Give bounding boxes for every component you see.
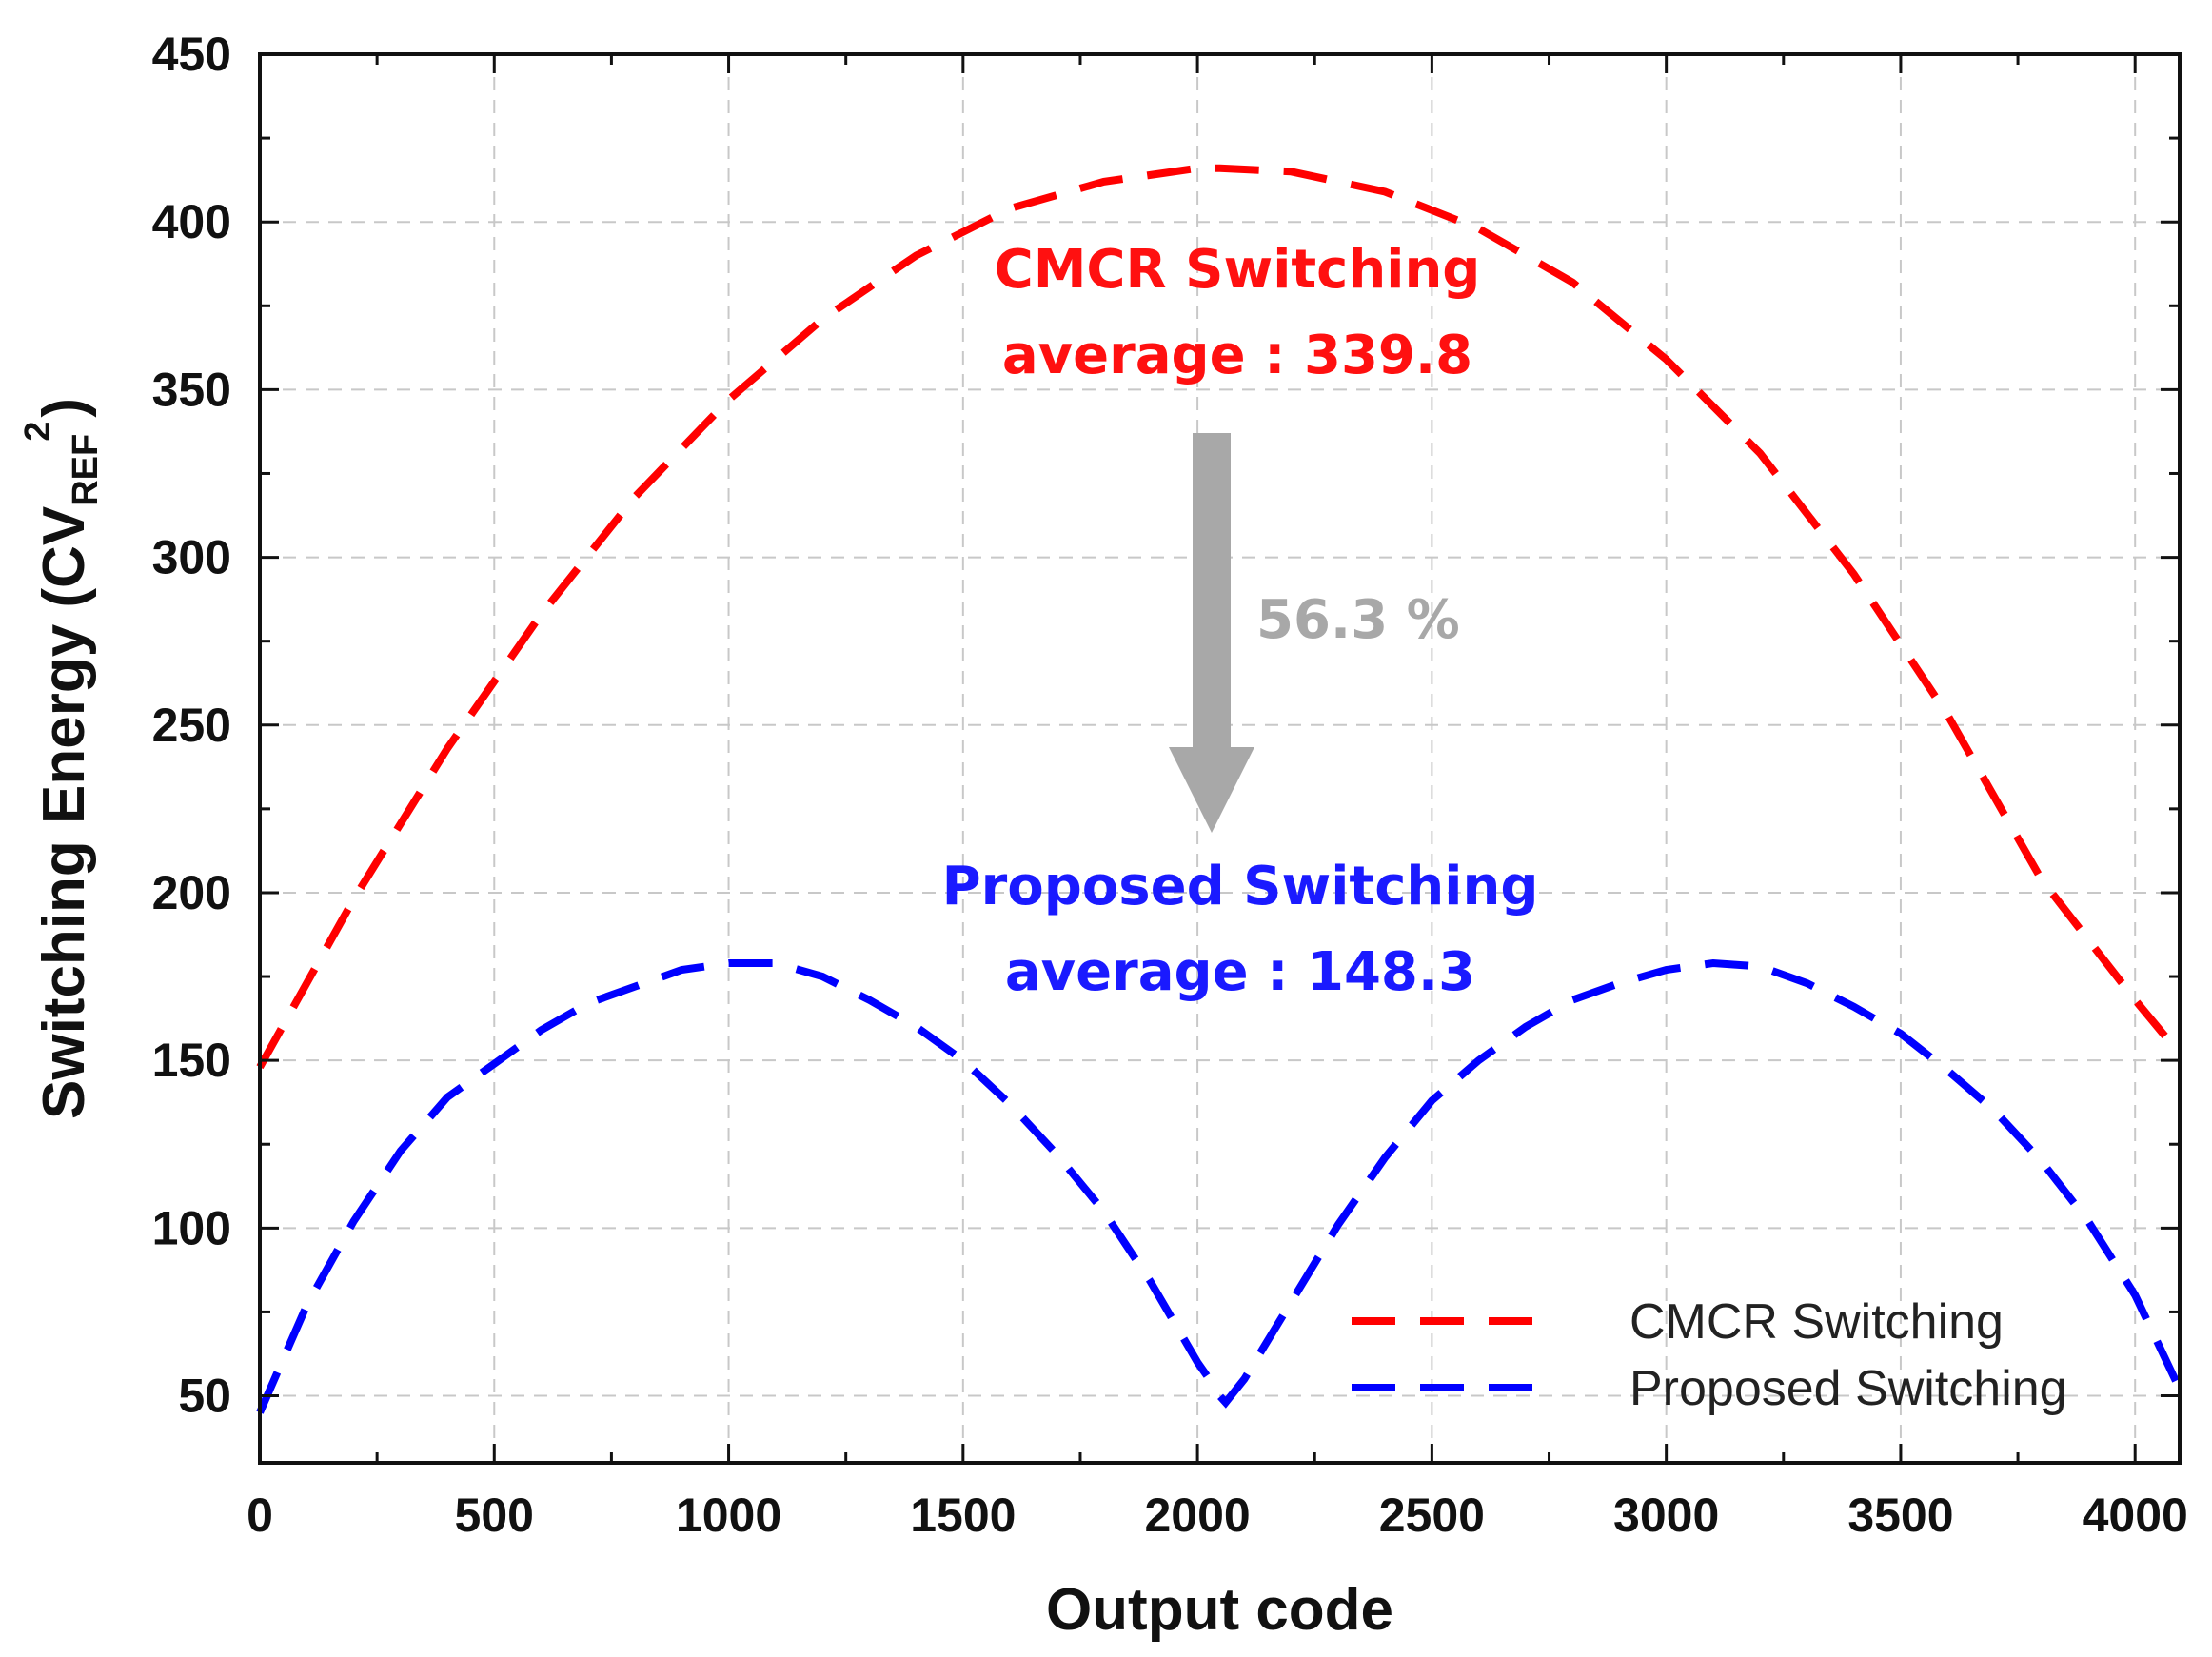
y-tick-label-150: 150 <box>152 1034 231 1087</box>
y-tick-label-200: 200 <box>152 866 231 919</box>
x-axis-title: Output code <box>1046 1577 1393 1643</box>
y-axis-title: Switching Energy (CVREF 2) <box>18 398 106 1119</box>
reduction-arrow-icon <box>1169 433 1254 833</box>
proposed-annotation-average: average : 148.3 <box>1005 941 1475 1003</box>
cmcr-annotation-average: average : 339.8 <box>1002 325 1472 386</box>
y-axis-title-superscript: 2 <box>18 422 58 442</box>
x-tick-label-2500: 2500 <box>1379 1489 1485 1542</box>
x-tick-label-1000: 1000 <box>676 1489 781 1542</box>
y-axis-title-close: ) <box>31 398 97 418</box>
y-tick-label-250: 250 <box>152 699 231 752</box>
legend: CMCR Switching Proposed Switching <box>1352 1294 2067 1416</box>
x-tick-labels: 0 500 1000 1500 2000 2500 3000 3500 4000 <box>247 1489 2188 1542</box>
x-tick-label-0: 0 <box>247 1489 273 1542</box>
series-line-cmcr <box>256 164 2183 1070</box>
x-tick-label-3000: 3000 <box>1613 1489 1719 1542</box>
reduction-percentage: 56.3 % <box>1256 589 1460 651</box>
y-tick-label-350: 350 <box>152 363 231 416</box>
y-axis-title-main: Switching Energy (CV <box>31 506 97 1119</box>
y-tick-label-300: 300 <box>152 531 231 584</box>
y-tick-label-100: 100 <box>152 1201 231 1254</box>
axis-ticks <box>258 52 2180 1463</box>
x-tick-label-4000: 4000 <box>2083 1489 2188 1542</box>
x-tick-label-1500: 1500 <box>910 1489 1016 1542</box>
y-tick-labels: 50 100 150 200 250 300 350 400 450 <box>152 28 231 1423</box>
y-tick-label-50: 50 <box>178 1370 231 1423</box>
series-line-proposed <box>256 958 2183 1414</box>
y-tick-label-450: 450 <box>152 28 231 81</box>
legend-label-proposed: Proposed Switching <box>1629 1361 2067 1416</box>
proposed-annotation-title: Proposed Switching <box>942 856 1539 917</box>
x-tick-label-500: 500 <box>455 1489 534 1542</box>
cmcr-annotation-title: CMCR Switching <box>995 239 1481 301</box>
y-tick-label-400: 400 <box>152 195 231 248</box>
y-axis-title-subscript: REF <box>66 434 106 506</box>
x-tick-label-2000: 2000 <box>1144 1489 1250 1542</box>
x-tick-label-3500: 3500 <box>1847 1489 1953 1542</box>
legend-label-cmcr: CMCR Switching <box>1629 1294 2004 1350</box>
plot-frame <box>258 52 2182 1465</box>
series-layer <box>256 164 2183 1414</box>
